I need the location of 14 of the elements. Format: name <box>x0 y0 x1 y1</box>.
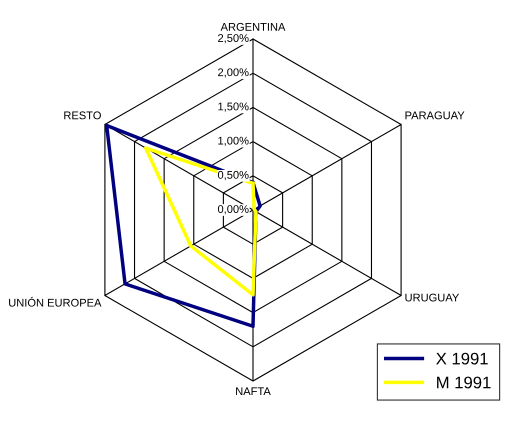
y-tick-label: 2,00% <box>218 68 249 78</box>
spoke-label: RESTO <box>64 111 101 120</box>
y-tick-label: 0,00% <box>218 205 249 214</box>
y-tick-label: 1,50% <box>218 102 249 112</box>
y-tick-label: 2,50% <box>218 34 249 44</box>
legend-label: X 1991 <box>436 352 488 365</box>
spoke-label: ARGENTINA <box>220 22 286 31</box>
spoke-label: PARAGUAY <box>405 111 464 120</box>
spoke-label: NAFTA <box>236 387 271 396</box>
spoke-label: URUGUAY <box>405 294 460 302</box>
spoke-label: UNIÓN EUROPEA <box>9 296 102 307</box>
y-tick-label: 1,00% <box>218 136 249 146</box>
y-tick-label: 0,50% <box>218 170 249 180</box>
legend-label: M 1991 <box>437 376 490 388</box>
